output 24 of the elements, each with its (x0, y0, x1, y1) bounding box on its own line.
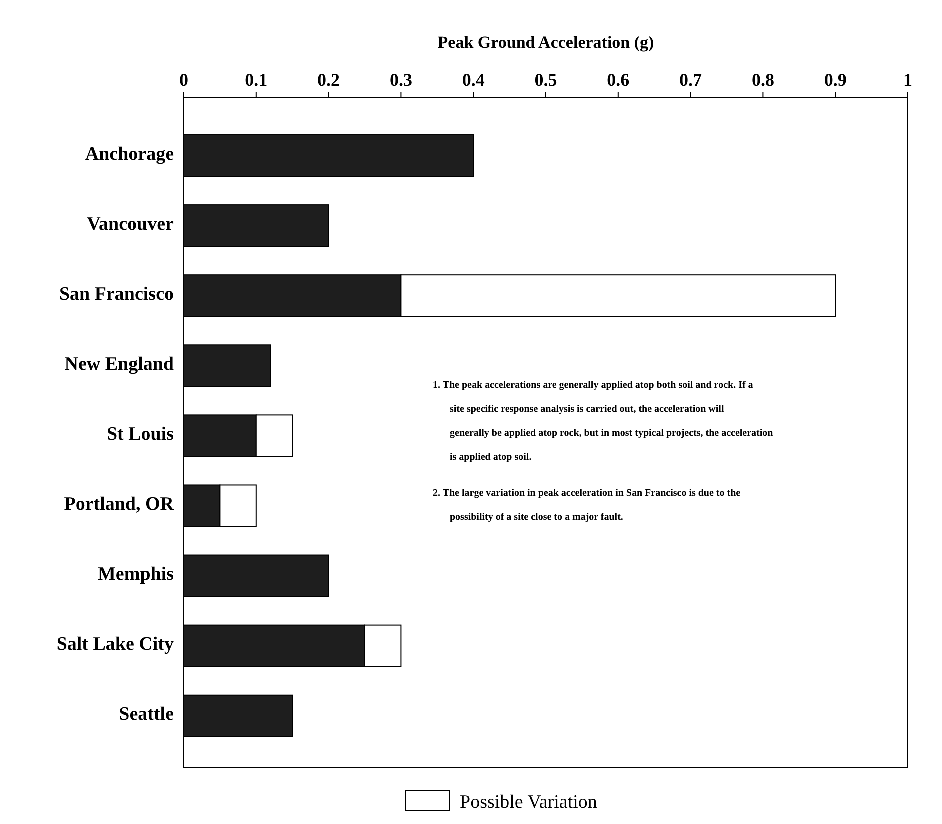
x-tick-label: 0.5 (534, 70, 558, 90)
x-tick-label: 0.6 (607, 70, 630, 90)
x-tick-label: 0.2 (318, 70, 340, 90)
x-tick-label: 0.8 (752, 70, 774, 90)
x-tick-label: 0.3 (390, 70, 412, 90)
y-tick-label: New England (64, 354, 174, 375)
y-tick-label: San Francisco (59, 284, 174, 305)
y-tick-label: Salt Lake City (56, 634, 174, 656)
x-tick-label: 0.7 (680, 70, 702, 90)
y-tick-label: St Louis (106, 424, 174, 445)
x-axis-title: Peak Ground Acceleration (g) (438, 33, 654, 52)
x-tick-label: 0 (180, 70, 188, 90)
y-tick-label: Portland, OR (64, 494, 174, 516)
y-tick-label: Memphis (98, 564, 174, 586)
text: 1. The peak accelerations are generally applied atop both soil and rock. If a site specific response analysis is carried out, the acceleration will generally be applied atop rock, but in most typical projects, the acceleration is applied atop soil. (433, 380, 774, 463)
text: 2. The large variation in peak acceleration in San Francisco is due to the possibility of a site close to a major fault. (433, 488, 741, 523)
x-tick-label: 0.4 (462, 70, 485, 90)
x-tick-label: 1 (904, 70, 912, 90)
y-tick-label: Anchorage (85, 144, 174, 165)
x-tick-label: 0.9 (824, 70, 847, 90)
y-tick-label: Vancouver (87, 214, 175, 235)
legend-label: Possible Variation (460, 792, 598, 813)
x-tick-label: 0.1 (245, 70, 268, 90)
y-tick-label: Seattle (119, 704, 174, 726)
